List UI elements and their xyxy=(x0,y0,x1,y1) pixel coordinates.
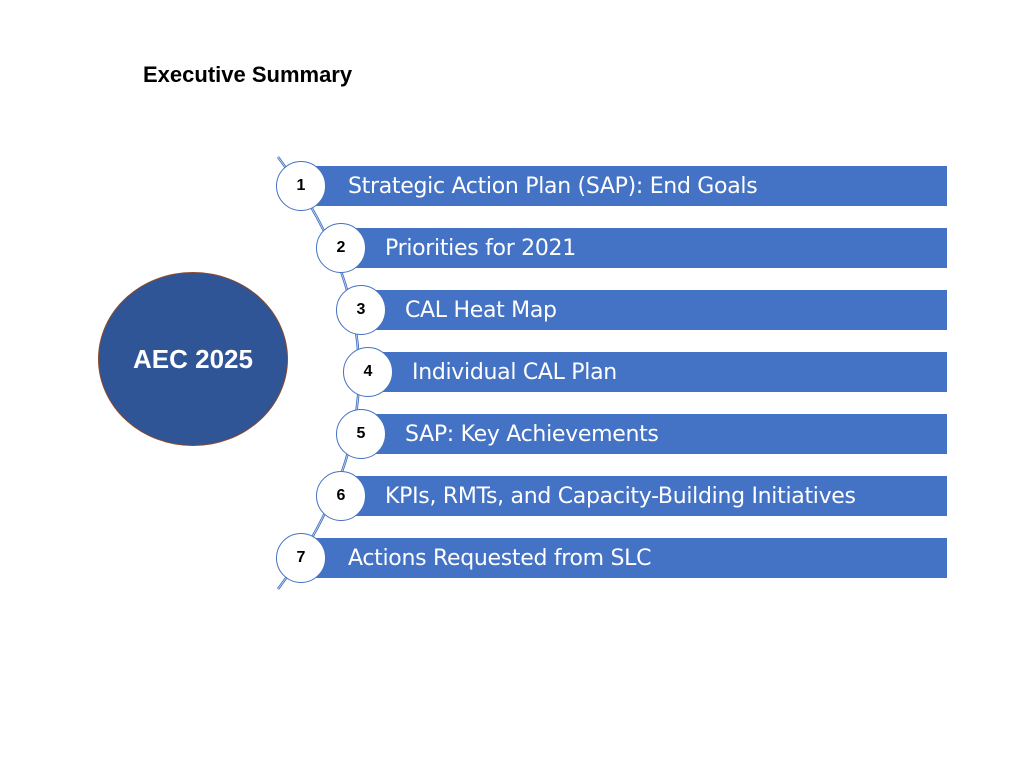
hub-circle: AEC 2025 xyxy=(98,272,288,446)
agenda-item-bar[interactable]: Actions Requested from SLC xyxy=(302,538,947,578)
page-title: Executive Summary xyxy=(143,62,353,87)
agenda-item-label: Strategic Action Plan (SAP): End Goals xyxy=(348,173,758,199)
agenda-item-bar[interactable]: KPIs, RMTs, and Capacity-Building Initia… xyxy=(342,476,947,516)
agenda-item-number: 5 xyxy=(336,409,386,459)
agenda-item-bar[interactable]: Priorities for 2021 xyxy=(342,228,947,268)
agenda-item-number: 3 xyxy=(336,285,386,335)
agenda-item-number: 2 xyxy=(316,223,366,273)
agenda-item-number: 4 xyxy=(343,347,393,397)
agenda-item-label: Individual CAL Plan xyxy=(412,359,617,385)
agenda-item-bar[interactable]: CAL Heat Map xyxy=(362,290,947,330)
agenda-item-label: Actions Requested from SLC xyxy=(348,545,652,571)
hub-label: AEC 2025 xyxy=(133,344,253,374)
agenda-item-bar[interactable]: SAP: Key Achievements xyxy=(362,414,947,454)
agenda-item-number: 6 xyxy=(316,471,366,521)
agenda-item-bar[interactable]: Individual CAL Plan xyxy=(369,352,947,392)
agenda-item-number: 7 xyxy=(276,533,326,583)
agenda-item-label: KPIs, RMTs, and Capacity-Building Initia… xyxy=(385,483,856,509)
agenda-item-number: 1 xyxy=(276,161,326,211)
agenda-item-bar[interactable]: Strategic Action Plan (SAP): End Goals xyxy=(302,166,947,206)
agenda-item-label: CAL Heat Map xyxy=(405,297,557,323)
agenda-item-label: SAP: Key Achievements xyxy=(405,421,659,447)
agenda-item-label: Priorities for 2021 xyxy=(385,235,576,261)
